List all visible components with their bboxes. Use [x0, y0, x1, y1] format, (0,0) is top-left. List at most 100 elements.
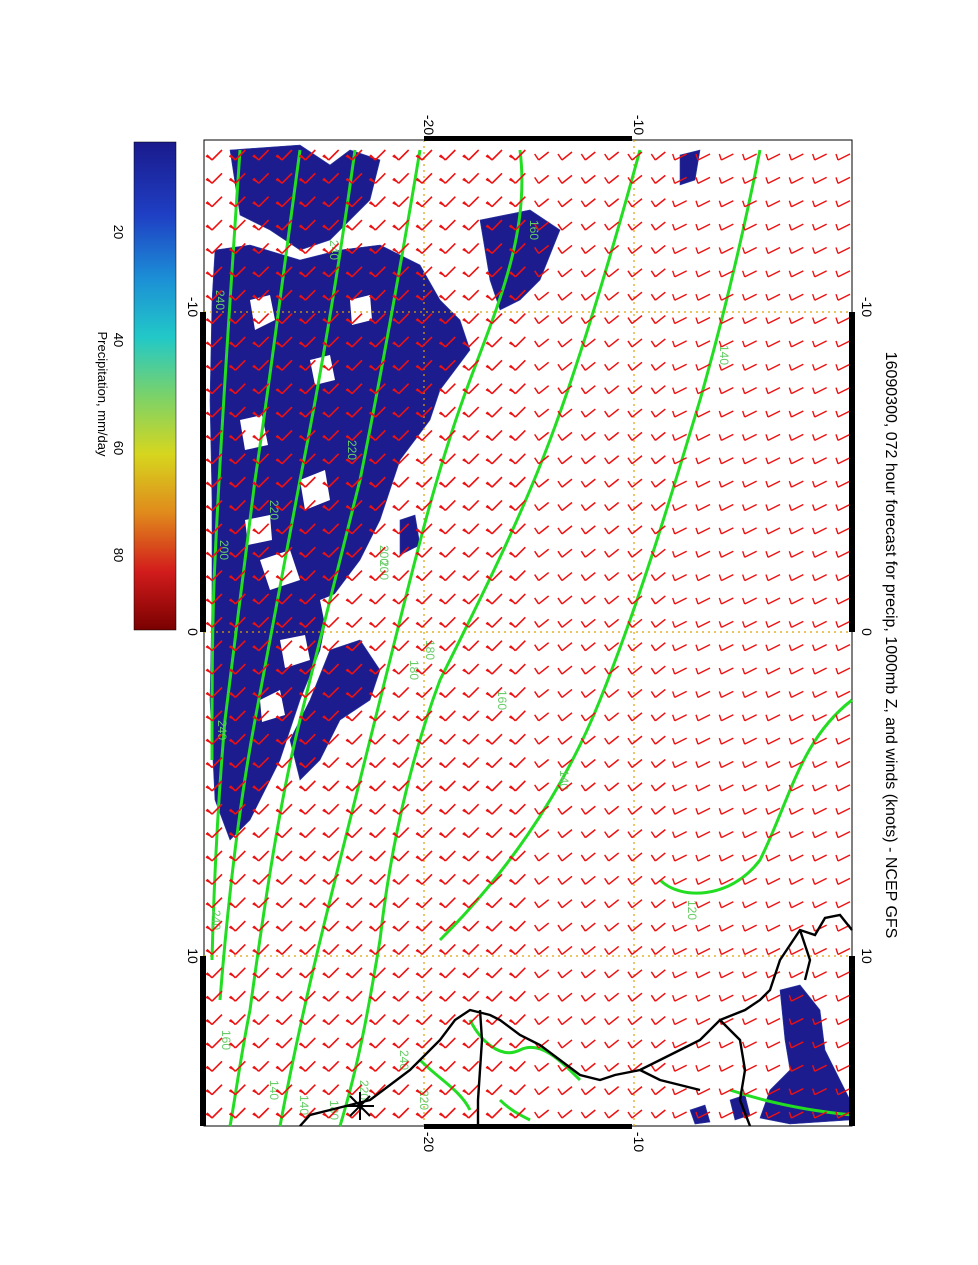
barb-stroke	[345, 686, 363, 698]
wind-barb	[252, 242, 270, 255]
wind-barb	[438, 943, 456, 956]
barb-stroke	[627, 1039, 643, 1049]
wind-barb	[672, 1017, 687, 1026]
barb-stroke	[298, 172, 316, 184]
barb-stroke	[604, 385, 620, 395]
wind-barb	[252, 523, 270, 535]
wind-barb	[252, 499, 270, 512]
wind-barb	[812, 223, 827, 231]
wind-barb	[695, 363, 711, 371]
wind-barb	[205, 827, 223, 839]
wind-barb	[695, 737, 711, 745]
barb-stroke	[835, 971, 851, 979]
wind-barb	[275, 943, 293, 956]
wind-barb	[462, 710, 480, 722]
barb-stroke	[835, 1088, 851, 1096]
wind-barb	[462, 383, 480, 395]
wind-barb	[557, 969, 573, 979]
barb-stroke	[580, 805, 596, 815]
barb-stroke	[205, 546, 223, 558]
wind-barb	[275, 499, 293, 512]
barb-stroke	[438, 990, 456, 1002]
barb-stroke	[462, 616, 480, 628]
barb-stroke	[462, 196, 480, 208]
barb-stroke	[438, 897, 456, 909]
barb-stroke	[788, 597, 804, 605]
wind-barb	[392, 967, 410, 979]
wind-barb	[345, 967, 363, 979]
barb-stroke	[438, 242, 456, 255]
barb-stroke	[438, 1107, 456, 1119]
barb-stroke	[534, 408, 550, 418]
wind-barb	[205, 196, 223, 208]
wind-barb	[534, 268, 550, 278]
wind-barb	[415, 756, 433, 769]
wind-barb	[604, 571, 620, 582]
wind-barb	[275, 546, 293, 558]
barb-stroke	[298, 1084, 316, 1096]
wind-barb	[765, 597, 781, 605]
wind-barb	[718, 784, 734, 792]
wind-barb	[252, 686, 270, 698]
wind-barb	[368, 196, 386, 208]
wind-barb	[695, 527, 711, 535]
wind-barb	[788, 994, 804, 1002]
barb-stroke	[252, 943, 270, 956]
wind-barb	[788, 433, 804, 442]
barb-stroke	[812, 363, 827, 371]
wind-barb	[508, 756, 526, 769]
wind-barb	[627, 221, 643, 231]
wind-barb	[580, 268, 596, 278]
barb-stroke	[742, 947, 757, 956]
barb-stroke	[580, 969, 596, 979]
wind-barb	[322, 499, 340, 512]
wind-barb	[298, 383, 316, 395]
wind-barb	[368, 406, 386, 418]
wind-barb	[345, 850, 363, 862]
barb-stroke	[604, 291, 620, 301]
barb-stroke	[298, 756, 316, 769]
wind-barb	[415, 733, 433, 745]
wind-barb	[252, 429, 270, 441]
barb-stroke	[557, 922, 573, 932]
wind-barb	[415, 593, 433, 605]
barb-stroke	[718, 994, 734, 1002]
barb-stroke	[557, 525, 573, 535]
barb-stroke	[765, 947, 781, 956]
wind-barb	[788, 924, 804, 932]
barb-stroke	[508, 967, 526, 979]
wind-barb	[345, 897, 363, 909]
barb-stroke	[604, 548, 620, 558]
wind-barb	[485, 523, 503, 535]
barb-stroke	[462, 312, 480, 325]
wind-barb	[392, 756, 410, 769]
wind-barb	[650, 829, 666, 839]
barb-stroke	[438, 850, 456, 862]
barb-stroke	[298, 546, 316, 558]
barb-stroke	[604, 805, 620, 815]
barb-stroke	[604, 221, 620, 231]
barb-stroke	[275, 803, 293, 815]
wind-barb	[718, 200, 734, 208]
wind-barb	[438, 453, 456, 465]
barb-stroke	[322, 219, 340, 231]
wind-barb	[462, 570, 480, 582]
barb-stroke	[252, 897, 270, 909]
barb-stroke	[485, 873, 503, 885]
barb-stroke	[228, 593, 246, 605]
wind-barb	[695, 760, 711, 769]
barb-stroke	[438, 546, 456, 558]
wind-barb	[718, 877, 734, 885]
barb-stroke	[485, 756, 503, 769]
barb-stroke	[275, 1060, 293, 1072]
barb-stroke	[650, 945, 666, 956]
wind-barb	[252, 546, 270, 558]
wind-barb	[392, 383, 410, 395]
barb-stroke	[252, 1084, 270, 1096]
barb-stroke	[392, 967, 410, 979]
wind-barb	[835, 854, 851, 862]
barb-stroke	[392, 476, 410, 488]
wind-barb	[485, 359, 503, 371]
wind-barb	[695, 270, 711, 278]
barb-stroke	[604, 571, 620, 582]
